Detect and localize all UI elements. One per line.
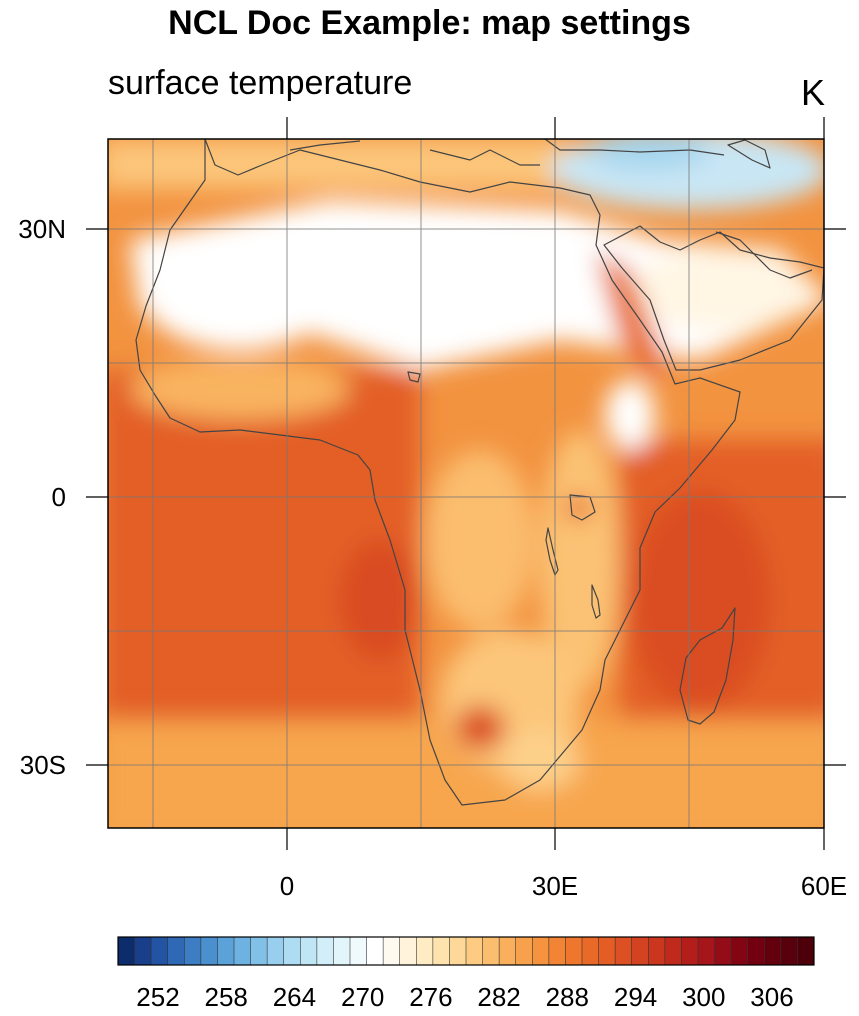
lon-label: 0 bbox=[280, 871, 294, 901]
colorbar-swatch bbox=[664, 937, 682, 965]
colorbar-swatch bbox=[333, 937, 351, 965]
colorbar-label: 252 bbox=[136, 982, 179, 1012]
colorbar-swatch bbox=[731, 937, 749, 965]
colorbar-swatch bbox=[449, 937, 467, 965]
colorbar-swatch bbox=[366, 937, 384, 965]
lat-label: 0 bbox=[52, 482, 66, 512]
colorbar-swatch bbox=[200, 937, 218, 965]
coastline-caspian bbox=[727, 139, 771, 169]
colorbar-swatch bbox=[134, 937, 152, 965]
colorbar-swatch bbox=[167, 937, 185, 965]
colorbar-swatch bbox=[615, 937, 633, 965]
colorbar-label: 258 bbox=[205, 982, 248, 1012]
colorbar-swatch bbox=[283, 937, 301, 965]
colorbar-swatch bbox=[681, 937, 699, 965]
coastline-madagascar bbox=[679, 607, 736, 725]
subtitle-units: K bbox=[800, 72, 825, 113]
coastline-africa bbox=[135, 139, 741, 806]
graticule bbox=[108, 139, 824, 828]
colorbar-swatch bbox=[747, 937, 765, 965]
colorbar-label: 300 bbox=[682, 982, 725, 1012]
lat-label: 30S bbox=[20, 750, 66, 780]
colorbar-labels: 252 258 264 270 276 282 288 294 300 306 bbox=[136, 982, 793, 1012]
colorbar-swatch bbox=[482, 937, 500, 965]
lake-malawi bbox=[591, 584, 601, 619]
colorbar-swatch bbox=[499, 937, 517, 965]
lon-tick-marks bbox=[286, 117, 825, 850]
colorbar-swatch bbox=[797, 937, 815, 965]
colorbar-swatch bbox=[217, 937, 235, 965]
colorbar-label: 264 bbox=[273, 982, 316, 1012]
lat-label: 30N bbox=[18, 214, 66, 244]
colorbar-swatch bbox=[714, 937, 732, 965]
map-panel bbox=[108, 139, 824, 828]
colorbar-swatch bbox=[234, 937, 251, 965]
colorbar bbox=[117, 936, 815, 966]
colorbar-swatch bbox=[548, 937, 566, 965]
colorbar-swatch bbox=[432, 937, 450, 965]
colorbar-swatch bbox=[698, 937, 715, 965]
colorbar-swatch bbox=[780, 937, 798, 965]
lon-tick-labels: 0 30E 60E bbox=[280, 871, 847, 901]
colorbar-swatch bbox=[267, 937, 285, 965]
colorbar-swatch bbox=[151, 937, 169, 965]
coastline-gulf bbox=[715, 231, 813, 279]
coastline-arabia bbox=[603, 225, 824, 371]
map-border bbox=[107, 138, 825, 829]
colorbar-swatch bbox=[598, 937, 616, 965]
colorbar-swatch bbox=[184, 937, 202, 965]
colorbar-label: 282 bbox=[477, 982, 520, 1012]
colorbar-swatch bbox=[631, 937, 649, 965]
colorbar-swatch bbox=[515, 937, 533, 965]
colorbar-label: 288 bbox=[546, 982, 589, 1012]
colorbar-swatch bbox=[300, 937, 318, 965]
colorbar-swatch bbox=[118, 937, 135, 965]
lat-tick-labels: 30N 0 30S bbox=[18, 214, 66, 780]
colorbar-swatch bbox=[648, 937, 666, 965]
subtitle-variable: surface temperature bbox=[108, 64, 413, 102]
lake-chad bbox=[407, 371, 421, 383]
coastline-europe bbox=[289, 139, 725, 166]
colorbar-swatch bbox=[250, 937, 268, 965]
colorbar-swatch bbox=[383, 937, 401, 965]
colorbar-label: 276 bbox=[409, 982, 452, 1012]
lon-label: 30E bbox=[532, 871, 578, 901]
colorbar-swatch bbox=[764, 937, 782, 965]
colorbar-label: 270 bbox=[341, 982, 384, 1012]
colorbar-swatch bbox=[399, 937, 417, 965]
colorbar-swatch bbox=[350, 937, 367, 965]
coastlines bbox=[135, 139, 824, 806]
colorbar-label: 306 bbox=[750, 982, 793, 1012]
lat-tick-marks bbox=[86, 228, 846, 766]
main-title: NCL Doc Example: map settings bbox=[168, 4, 691, 42]
lon-label: 60E bbox=[801, 871, 847, 901]
colorbar-swatch bbox=[565, 937, 583, 965]
temperature-field bbox=[108, 139, 824, 828]
colorbar-swatch bbox=[582, 937, 599, 965]
colorbar-label: 294 bbox=[614, 982, 657, 1012]
colorbar-swatch bbox=[466, 937, 483, 965]
colorbar-swatch bbox=[416, 937, 434, 965]
colorbar-swatch bbox=[316, 937, 334, 965]
colorbar-swatch bbox=[532, 937, 550, 965]
